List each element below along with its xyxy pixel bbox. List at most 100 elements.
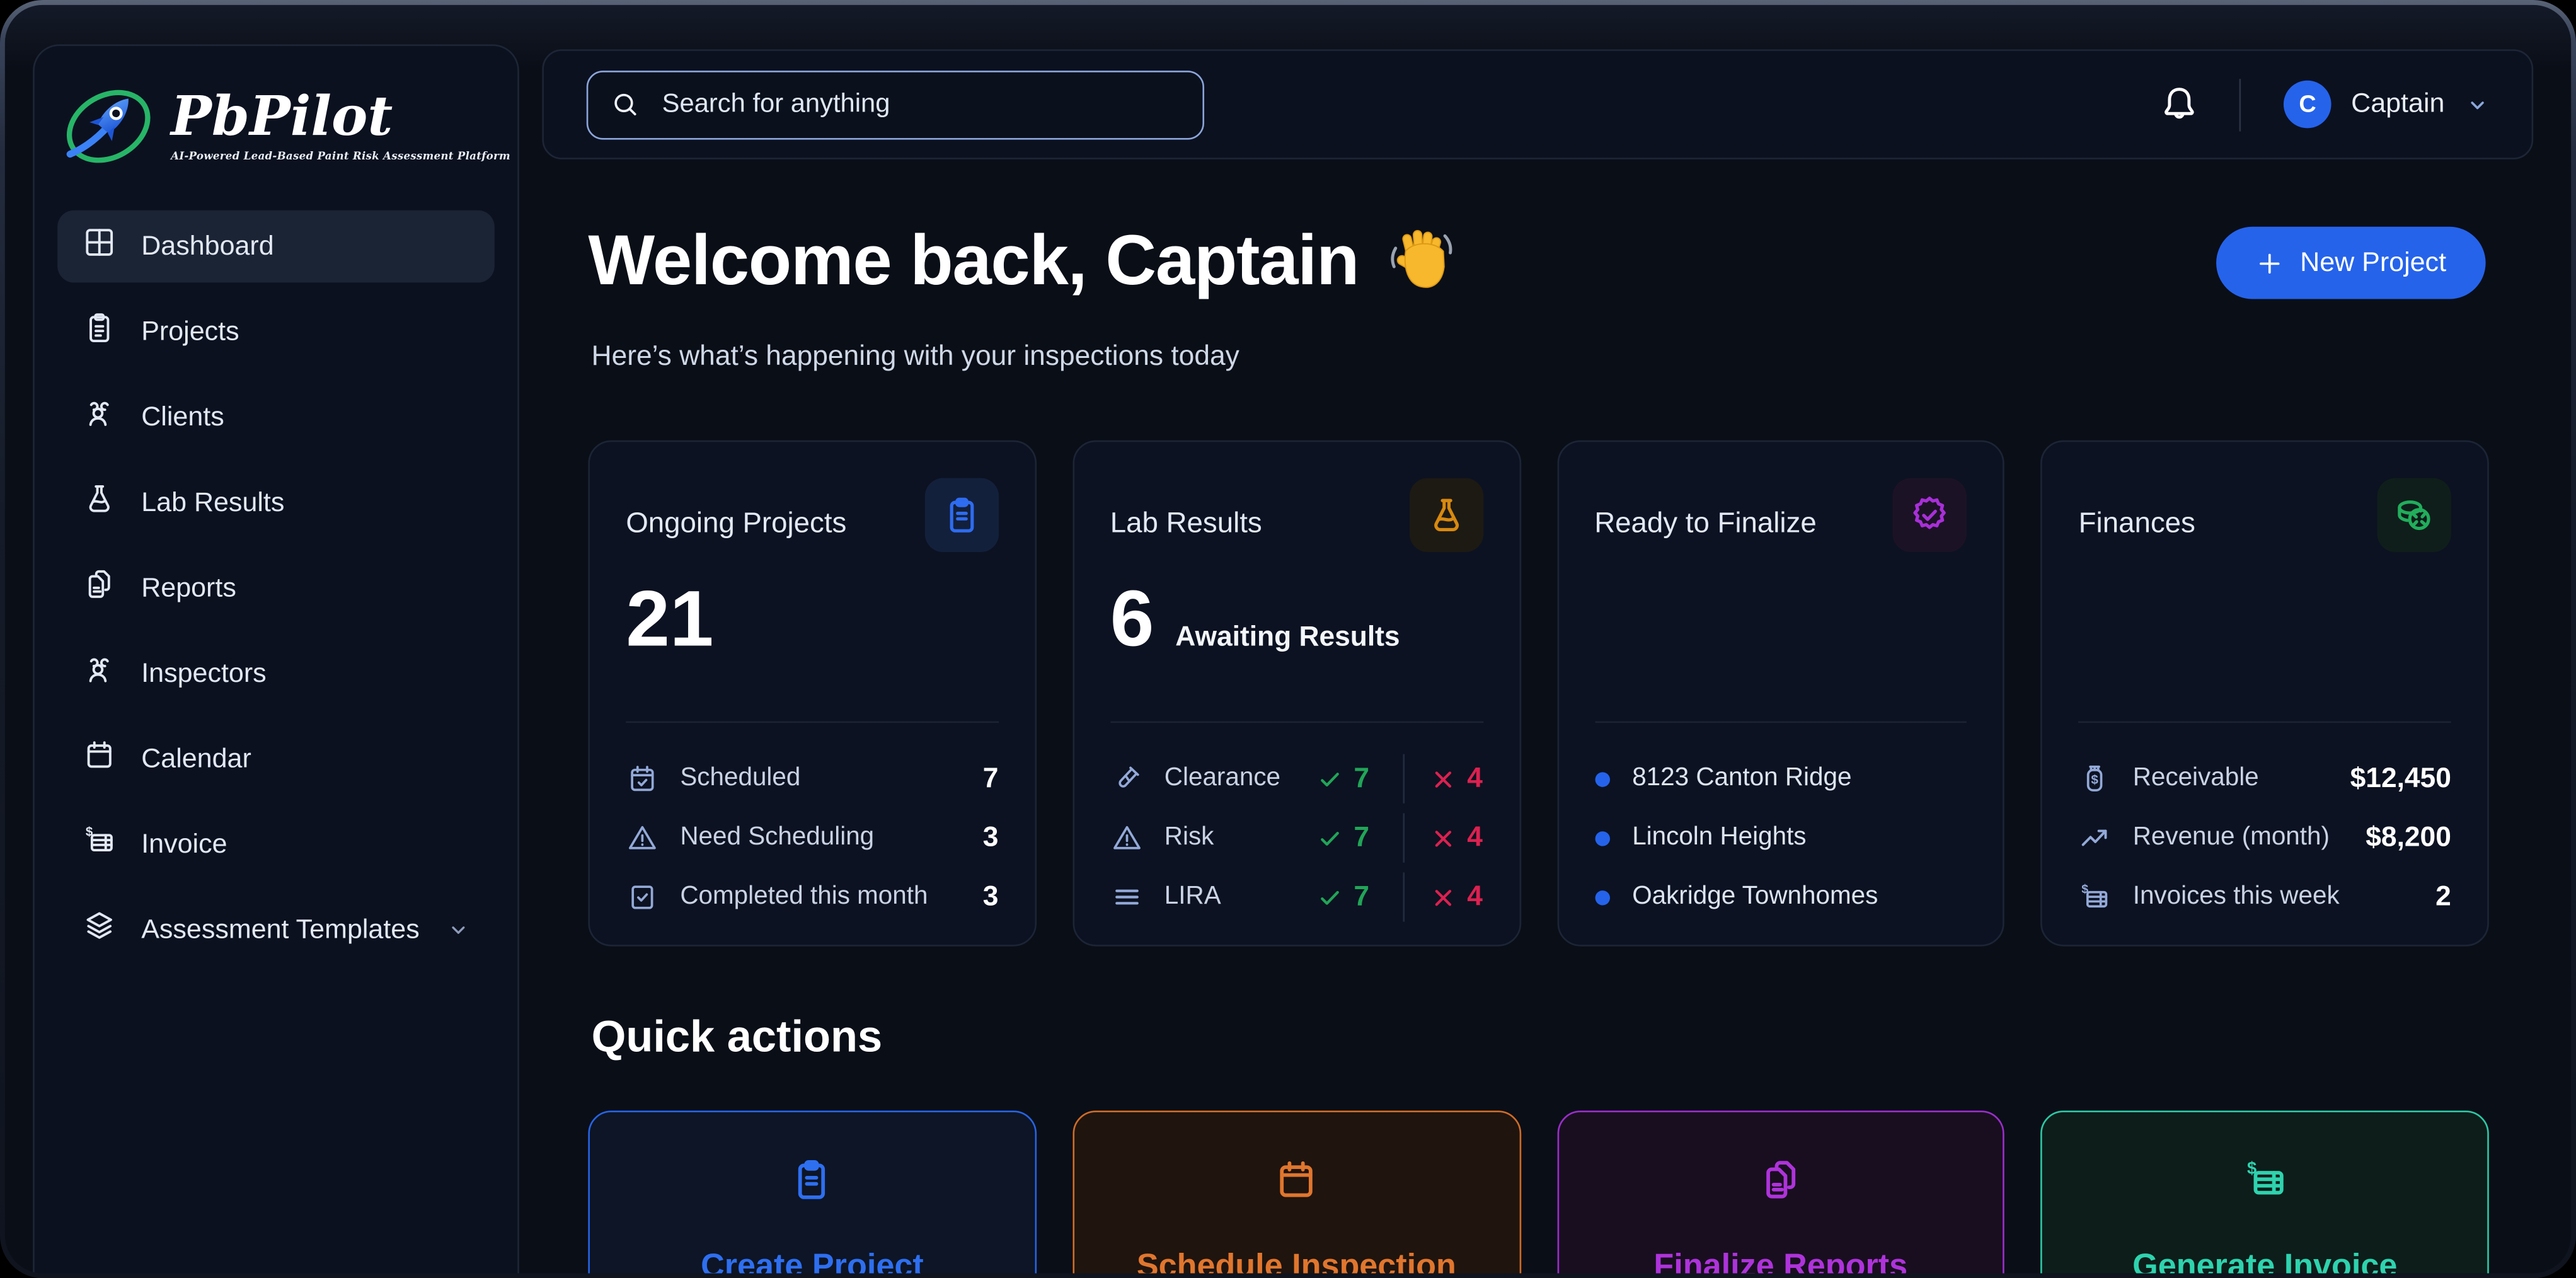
warning-triangle-icon xyxy=(1110,822,1143,855)
sidebar-item-invoice[interactable]: $ Invoice xyxy=(57,809,494,881)
invoice-icon: $ xyxy=(2079,880,2112,913)
quick-action-create-project[interactable]: Create Project xyxy=(588,1110,1037,1274)
card-title: Ready to Finalize xyxy=(1594,505,1817,539)
documents-icon xyxy=(1757,1156,1803,1211)
page-subtitle: Here’s what’s happening with your inspec… xyxy=(591,340,1239,372)
svg-text:$: $ xyxy=(2091,773,2099,787)
topbar-divider xyxy=(2239,78,2241,131)
warning-triangle-icon xyxy=(626,822,658,855)
pass-count: 7 xyxy=(1318,822,1400,855)
checkbox-check-icon xyxy=(626,880,658,913)
bullet-dot xyxy=(1594,830,1609,846)
sidebar: PbPilot AI-Powered Lead-Based Paint Risk… xyxy=(33,44,519,1274)
card-stat-rows: $ Receivable $12,450 Revenue (month) $8,… xyxy=(2078,721,2451,927)
users-icon xyxy=(82,396,117,439)
awaiting-results-label: Awaiting Results xyxy=(1175,621,1400,653)
x-icon xyxy=(1435,889,1452,906)
chevron-down-icon xyxy=(447,918,470,941)
list-item[interactable]: Lincoln Heights xyxy=(1594,809,1967,868)
row-divider xyxy=(1403,813,1405,863)
brand-name: PbPilot xyxy=(171,83,393,147)
stat-row: Revenue (month) $8,200 xyxy=(2079,809,2451,868)
brand-logo: PbPilot AI-Powered Lead-Based Paint Risk… xyxy=(57,76,510,171)
calendar-check-icon xyxy=(626,763,658,795)
quick-action-schedule-inspection[interactable]: Schedule Inspection xyxy=(1072,1110,1521,1274)
check-icon xyxy=(1321,890,1339,904)
quick-action-finalize-reports[interactable]: Finalize Reports xyxy=(1556,1110,2005,1274)
money-jar-icon: $ xyxy=(2079,763,2112,795)
list-item[interactable]: 8123 Canton Ridge xyxy=(1594,749,1967,809)
sidebar-item-lab-results[interactable]: Lab Results xyxy=(57,466,494,539)
stat-cards-row: Ongoing Projects 21 Scheduled 7 Need Sch… xyxy=(588,440,2489,947)
sidebar-item-label: Projects xyxy=(141,316,239,346)
page-title: Welcome back, Captain xyxy=(588,222,1457,302)
stat-row: Clearance 7 4 xyxy=(1110,749,1483,809)
ongoing-projects-count: 21 xyxy=(626,577,714,664)
list-item[interactable]: Oakridge Townhomes xyxy=(1594,868,1967,927)
x-icon xyxy=(1435,771,1452,787)
quick-actions-row: Create Project Schedule Inspection Final… xyxy=(588,1110,2489,1274)
flask-icon xyxy=(82,481,117,524)
clipboard-icon xyxy=(789,1156,835,1211)
flask-icon xyxy=(1408,478,1483,552)
sidebar-item-projects[interactable]: Projects xyxy=(57,296,494,368)
sidebar-item-clients[interactable]: Clients xyxy=(57,381,494,454)
search-box[interactable] xyxy=(586,69,1205,139)
test-tube-icon xyxy=(1110,763,1143,795)
dashboard-grid-icon xyxy=(82,225,117,268)
sidebar-nav: Dashboard Projects Clients Lab Results R… xyxy=(57,210,495,966)
users-icon xyxy=(82,652,117,695)
calendar-icon xyxy=(1274,1156,1320,1211)
new-project-button[interactable]: New Project xyxy=(2216,226,2486,299)
awaiting-results-count: 6 xyxy=(1110,577,1154,664)
card-title: Ongoing Projects xyxy=(626,505,847,539)
chevron-down-icon[interactable] xyxy=(2466,93,2489,116)
stat-row: Need Scheduling 3 xyxy=(626,809,998,868)
sidebar-item-dashboard[interactable]: Dashboard xyxy=(57,210,495,283)
x-icon xyxy=(1435,829,1452,846)
sidebar-item-label: Reports xyxy=(141,572,236,602)
sidebar-item-label: Lab Results xyxy=(141,487,285,517)
sidebar-item-reports[interactable]: Reports xyxy=(57,552,494,625)
card-ongoing-projects: Ongoing Projects 21 Scheduled 7 Need Sch… xyxy=(588,440,1037,947)
finalize-list: 8123 Canton Ridge Lincoln Heights Oakrid… xyxy=(1594,721,1967,927)
quick-action-generate-invoice[interactable]: $ Generate Invoice xyxy=(2040,1110,2489,1274)
rocket-orbit-logo-icon xyxy=(60,79,159,171)
documents-icon xyxy=(82,567,117,609)
fail-count: 4 xyxy=(1431,822,1483,855)
brand-tagline: AI-Powered Lead-Based Paint Risk Assessm… xyxy=(171,148,510,162)
list-lines-icon xyxy=(1110,880,1143,913)
sidebar-item-inspectors[interactable]: Inspectors xyxy=(57,638,494,710)
badge-check-icon xyxy=(1893,478,1967,552)
stat-row: $ Receivable $12,450 xyxy=(2079,749,2451,809)
search-input[interactable] xyxy=(658,88,1182,121)
stat-row: $ Invoices this week 2 xyxy=(2079,868,2451,927)
topbar: C Captain xyxy=(542,49,2534,159)
fail-count: 4 xyxy=(1431,880,1483,913)
avatar[interactable]: C xyxy=(2284,80,2332,129)
bullet-dot xyxy=(1594,889,1609,905)
card-title: Lab Results xyxy=(1110,505,1262,539)
card-finances: Finances $ Receivable $12,450 Revenue (m… xyxy=(2040,440,2489,947)
sidebar-item-assessment-templates[interactable]: Assessment Templates xyxy=(57,894,494,966)
trend-up-icon xyxy=(2079,822,2112,855)
sidebar-item-calendar[interactable]: Calendar xyxy=(57,723,494,795)
sidebar-item-label: Calendar xyxy=(141,743,251,773)
sidebar-item-label: Clients xyxy=(141,401,224,432)
sidebar-item-label: Assessment Templates xyxy=(141,914,420,944)
plus-icon xyxy=(2260,253,2280,273)
sidebar-item-label: Inspectors xyxy=(141,658,267,688)
card-title: Finances xyxy=(2078,505,2195,539)
bullet-dot xyxy=(1594,771,1609,786)
user-name[interactable]: Captain xyxy=(2351,88,2445,118)
notification-bell-icon[interactable] xyxy=(2159,84,2200,125)
invoice-icon: $ xyxy=(2242,1156,2288,1211)
sidebar-item-label: Dashboard xyxy=(141,231,274,261)
card-stat-rows: Scheduled 7 Need Scheduling 3 Completed … xyxy=(626,721,999,927)
waving-hand-icon xyxy=(1383,225,1457,299)
row-divider xyxy=(1403,754,1405,803)
check-icon xyxy=(1321,831,1339,845)
check-icon xyxy=(1321,771,1339,786)
row-divider xyxy=(1403,872,1405,922)
